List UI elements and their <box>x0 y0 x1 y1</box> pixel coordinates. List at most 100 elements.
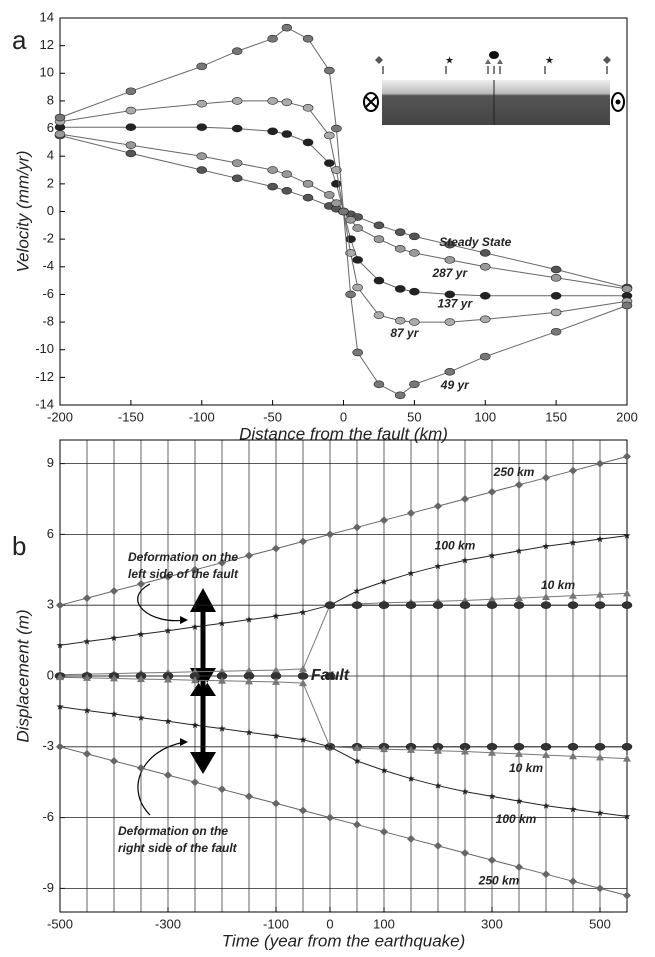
marker <box>596 535 604 543</box>
y-tick-label: 0 <box>47 203 54 218</box>
marker <box>56 702 64 710</box>
marker <box>245 551 253 560</box>
series-label: 100 km <box>496 812 537 826</box>
marker <box>542 751 550 759</box>
y-axis-title: Displacement (m) <box>13 609 32 742</box>
series-line <box>59 706 628 817</box>
marker <box>324 672 336 680</box>
y-tick-label: -12 <box>35 369 54 384</box>
marker <box>299 806 307 815</box>
x-tick-label: -100 <box>263 916 289 931</box>
marker <box>218 558 226 567</box>
marker <box>137 630 145 638</box>
marker <box>567 742 579 751</box>
marker <box>623 452 631 461</box>
marker <box>394 228 406 237</box>
y-tick-label: -14 <box>35 396 54 411</box>
x-tick-label: -300 <box>155 916 181 931</box>
annotation: right side of the fault <box>118 841 238 855</box>
marker <box>324 131 335 140</box>
x-tick-label: -200 <box>47 409 73 424</box>
marker <box>83 594 91 603</box>
marker <box>380 577 388 585</box>
y-tick-label: -4 <box>42 258 54 273</box>
marker <box>110 710 118 718</box>
y-tick-label: -6 <box>42 809 54 824</box>
marker <box>621 601 633 610</box>
series-label: 10 km <box>509 761 543 775</box>
series-label: 87 yr <box>390 326 419 340</box>
y-tick-label: -8 <box>42 314 54 329</box>
series-label: Fault <box>311 667 350 684</box>
y-tick-label: -10 <box>35 341 54 356</box>
marker <box>196 62 208 71</box>
marker <box>444 290 456 299</box>
marker <box>196 152 208 161</box>
marker <box>434 562 442 570</box>
marker <box>345 235 356 243</box>
marker <box>302 104 314 112</box>
marker <box>407 745 415 753</box>
marker <box>331 124 342 133</box>
marker <box>125 149 137 158</box>
y-tick-label: 14 <box>40 9 54 24</box>
marker <box>380 827 388 836</box>
annotation: left side of the fault <box>128 567 239 581</box>
x-tick-label: -150 <box>118 409 144 424</box>
series-line <box>59 456 628 606</box>
y-tick-label: 6 <box>47 526 54 541</box>
marker <box>567 601 579 610</box>
marker <box>272 666 280 674</box>
marker <box>83 673 91 681</box>
marker <box>272 677 280 685</box>
marker <box>513 601 525 610</box>
marker <box>164 572 172 581</box>
marker <box>196 99 208 108</box>
marker <box>434 502 442 511</box>
marker <box>540 742 552 751</box>
marker <box>302 180 314 188</box>
marker <box>540 601 552 610</box>
marker <box>231 174 243 183</box>
marker <box>352 283 363 292</box>
marker <box>299 664 307 672</box>
marker <box>596 809 604 816</box>
x-axis-title: Time (year from the earthquake) <box>222 931 466 950</box>
x-tick-label: 200 <box>616 409 638 424</box>
marker <box>515 749 523 757</box>
marker <box>550 292 562 300</box>
marker <box>281 98 293 107</box>
marker <box>272 544 280 553</box>
marker <box>479 315 491 324</box>
marker <box>110 674 118 682</box>
marker <box>56 673 64 681</box>
marker <box>542 870 550 879</box>
y-tick-label: 10 <box>40 65 54 80</box>
marker <box>373 380 385 389</box>
panel-label: a <box>12 25 27 55</box>
marker <box>56 742 64 751</box>
y-tick-label: 3 <box>47 597 54 612</box>
series-label: 287 yr <box>431 266 468 280</box>
marker <box>623 891 631 900</box>
marker <box>542 473 550 482</box>
marker <box>324 159 335 167</box>
series-label: Steady State <box>439 235 511 249</box>
marker <box>191 623 199 630</box>
marker <box>594 601 606 610</box>
marker <box>542 592 550 600</box>
marker <box>569 591 577 599</box>
marker <box>515 480 523 489</box>
marker <box>479 249 491 257</box>
y-tick-label: -2 <box>42 231 54 246</box>
x-tick-label: -50 <box>263 409 282 424</box>
marker <box>164 626 172 634</box>
marker <box>245 666 253 674</box>
marker <box>196 166 208 174</box>
marker <box>267 97 278 105</box>
series-label: 100 km <box>435 539 476 553</box>
svg-text:★: ★ <box>545 56 554 67</box>
y-tick-label: -3 <box>42 738 54 753</box>
marker <box>409 318 420 326</box>
marker <box>488 792 496 800</box>
